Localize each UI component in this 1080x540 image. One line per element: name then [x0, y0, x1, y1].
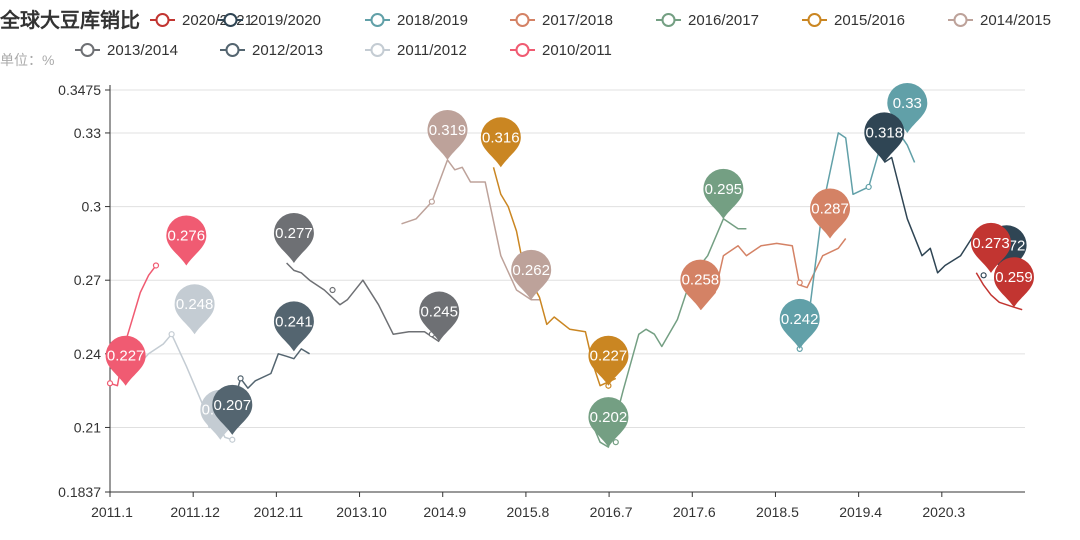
mark-pin [970, 222, 1011, 273]
legend-icon [225, 43, 240, 57]
mark-pin [680, 259, 721, 310]
mark-pin [166, 215, 207, 266]
y-tick-label: 0.21 [74, 419, 101, 435]
series-marker [237, 375, 244, 382]
legend-item: 2014/2015 [980, 12, 1051, 29]
x-tick-label: 2013.10 [336, 504, 387, 520]
y-tick-label: 0.27 [74, 272, 101, 288]
mark-pin-label: 0.259 [995, 269, 1033, 286]
mark-pin [588, 335, 629, 386]
y-tick-label: 0.3 [82, 199, 102, 215]
mark-pin [703, 168, 744, 219]
x-tick-label: 2012.11 [254, 504, 304, 520]
legend-icon [155, 13, 170, 27]
mark-pin [864, 112, 905, 163]
series-marker [428, 198, 435, 205]
x-tick-label: 2011.1 [91, 504, 133, 520]
x-tick-label: 2014.9 [423, 504, 466, 520]
y-tick-label: 0.24 [74, 346, 101, 362]
y-tick-label: 0.3475 [58, 82, 101, 98]
mark-pin [427, 109, 468, 160]
mark-pin-label: 0.316 [482, 129, 520, 146]
legend-icon [223, 13, 238, 27]
legend-item: 2016/2017 [688, 12, 759, 29]
chart-title: 全球大豆库销比 [0, 10, 140, 32]
mark-pin-label: 0.287 [811, 200, 849, 217]
legend-item: 2017/2018 [542, 12, 613, 29]
mark-pin-label: 0.227 [590, 348, 628, 365]
series-marker [229, 436, 236, 443]
mark-pin [779, 298, 820, 349]
legend-icon [515, 43, 530, 57]
legend-icon [515, 13, 530, 27]
mark-pin [273, 213, 314, 264]
legend-item: 2015/2016 [834, 12, 905, 29]
mark-pin-label: 0.202 [590, 409, 628, 426]
mark-pin [480, 117, 521, 168]
legend-item: 2011/2012 [397, 42, 467, 59]
series-marker [106, 380, 114, 387]
legend-icon [80, 43, 95, 57]
x-tick-label: 2016.7 [590, 504, 633, 520]
legend-item: 2013/2014 [107, 42, 178, 59]
legend-icon [370, 13, 385, 27]
mark-pin [993, 257, 1034, 308]
series-line [109, 265, 157, 387]
mark-pin-label: 0.295 [705, 181, 743, 198]
series-marker [612, 439, 619, 446]
mark-pin-label: 0.258 [682, 272, 720, 289]
mark-pin [588, 397, 629, 448]
legend-icon [953, 13, 968, 27]
series-marker [796, 279, 803, 286]
mark-pin-label: 0.242 [781, 311, 819, 328]
mark-pin-label: 0.276 [168, 227, 206, 244]
mark-pin [105, 335, 146, 386]
mark-pin-label: 0.33 [893, 95, 922, 112]
mark-pin-label: 0.319 [429, 122, 467, 139]
mark-pin [273, 301, 314, 352]
mark-pin-label: 0.207 [214, 397, 252, 414]
series-marker [152, 262, 160, 269]
x-tick-label: 2019.4 [839, 504, 882, 520]
mark-pin [212, 384, 253, 435]
legend-item: 2010/2011 [542, 42, 612, 59]
x-tick-label: 2017.6 [673, 504, 716, 520]
legend-icon [370, 43, 385, 57]
mark-pin [419, 291, 460, 342]
x-tick-label: 2020.3 [922, 504, 965, 520]
y-tick-label: 0.33 [74, 125, 101, 141]
series-line [401, 159, 540, 301]
mark-pin-label: 0.227 [107, 348, 145, 365]
x-tick-label: 2011.12 [170, 504, 220, 520]
y-tick-label: 0.1837 [58, 484, 101, 500]
series-marker [329, 286, 336, 294]
mark-pin [810, 188, 851, 239]
mark-pin-label: 0.241 [275, 313, 313, 330]
series-marker [865, 183, 872, 191]
series-line [699, 238, 847, 311]
mark-pin [174, 284, 215, 335]
mark-pin [511, 249, 552, 300]
mark-pin-label: 0.318 [866, 124, 904, 141]
series-line [286, 262, 440, 343]
series-marker [980, 272, 987, 279]
mark-pin-label: 0.273 [972, 235, 1010, 252]
mark-pin-label: 0.248 [176, 296, 214, 313]
mark-pin-label: 0.245 [420, 304, 458, 321]
mark-pin-label: 0.277 [275, 225, 313, 242]
series-marker [168, 331, 175, 338]
mark-pin-label: 0.262 [512, 262, 550, 279]
series-line [975, 272, 1023, 311]
x-tick-label: 2018.5 [756, 504, 799, 520]
chart-subtitle: 单位：% [0, 52, 55, 68]
legend-item: 2012/2013 [252, 42, 323, 59]
x-tick-label: 2015.8 [506, 504, 549, 520]
legend-icon [807, 13, 822, 27]
legend-item: 2019/2020 [250, 12, 321, 29]
legend-item: 2018/2019 [397, 12, 468, 29]
legend-icon [661, 13, 676, 27]
